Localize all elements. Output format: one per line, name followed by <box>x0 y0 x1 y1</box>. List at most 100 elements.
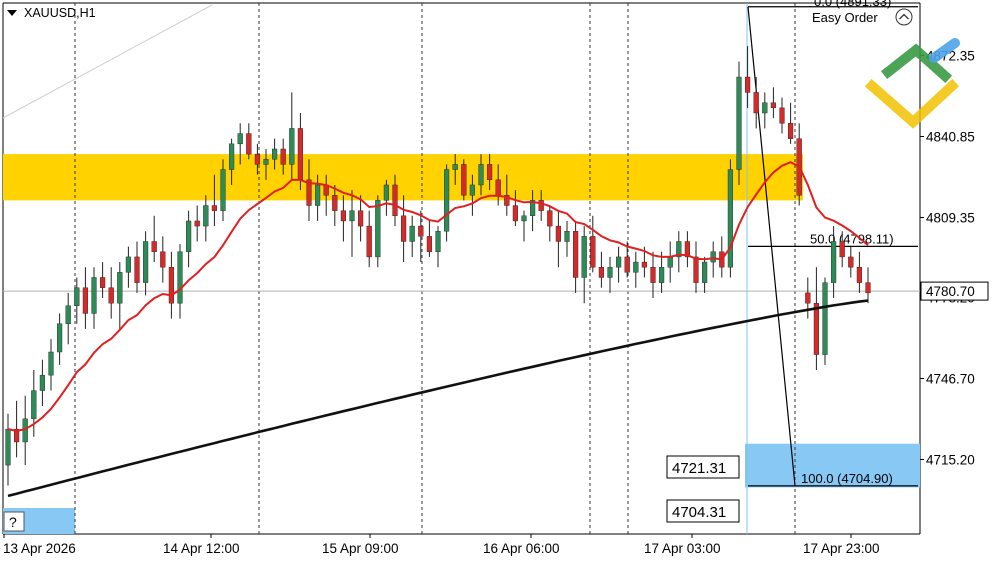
candle-body-bear <box>857 267 862 282</box>
candle-body-bull <box>74 288 79 306</box>
current-price-label: 4780.70 <box>926 284 975 299</box>
candle-body-bear <box>135 257 140 283</box>
candle-body-bear <box>788 123 793 138</box>
candle-body-bull <box>831 242 836 283</box>
candle-body-bear <box>848 257 853 267</box>
candle-body-bear <box>547 211 552 226</box>
fib-label-bottom: 100.0 (4704.90) <box>801 471 893 486</box>
candle-body-bull <box>823 283 828 355</box>
candle-body-bull <box>384 185 389 200</box>
candle-body-bear <box>694 257 699 283</box>
candle-body-bear <box>487 164 492 179</box>
candle-body-bear <box>814 303 819 354</box>
candle-body-bull <box>221 170 226 211</box>
price-tick-label: 4746.70 <box>926 371 975 386</box>
candle-body-bear <box>83 288 88 314</box>
candle-body-bear <box>539 200 544 210</box>
candle-body-bear <box>246 134 251 155</box>
candle-body-bull <box>289 128 294 164</box>
candle-body-bull <box>92 277 97 313</box>
help-badge-group[interactable]: ? <box>4 512 24 531</box>
candle-body-bull <box>315 185 320 206</box>
candle-body-bull <box>762 103 767 113</box>
time-tick-label: 17 Apr 23:00 <box>803 541 880 556</box>
candle-body-bear <box>367 226 372 257</box>
candle-body-bear <box>625 257 630 272</box>
candle-body-bull <box>444 170 449 232</box>
candle-body-bear <box>160 252 165 267</box>
candle-body-bull <box>350 211 355 221</box>
candle-body-bull <box>582 236 587 277</box>
candle-body-bull <box>728 170 733 268</box>
candle-body-bear <box>298 128 303 179</box>
candle-body-bull <box>203 206 208 227</box>
candle-body-bear <box>745 77 750 92</box>
candle-body-bull <box>479 164 484 185</box>
candle-body-bear <box>590 236 595 267</box>
candle-body-bear <box>840 242 845 257</box>
candle-body-bear <box>195 221 200 226</box>
time-tick-label: 14 Apr 12:00 <box>163 541 240 556</box>
time-tick-label: 16 Apr 06:00 <box>483 541 560 556</box>
candle-body-bull <box>616 257 621 267</box>
candle-body-bear <box>496 180 501 195</box>
candle <box>737 62 742 185</box>
candle-body-bull <box>57 324 62 352</box>
price-tick-label: 4715.20 <box>926 452 975 467</box>
candle-body-bull <box>49 352 54 375</box>
symbol-title: XAUUSD,H1 <box>24 6 96 20</box>
candle-body-bull <box>264 159 269 164</box>
price-tag-4704-text: 4704.31 <box>672 504 726 521</box>
easy-order-label[interactable]: Easy Order <box>812 10 878 25</box>
candle-body-bull <box>608 267 613 277</box>
help-badge-text: ? <box>9 514 17 530</box>
candle-body-bull <box>410 226 415 241</box>
candle-body-bull <box>522 216 527 221</box>
candle-body-bull <box>668 257 673 267</box>
candle-body-bear <box>281 149 286 164</box>
candle-body-bear <box>169 267 174 303</box>
candle-body-bull <box>711 252 716 262</box>
candle-body-bull <box>6 429 11 465</box>
time-tick-label: 15 Apr 09:00 <box>322 541 399 556</box>
candle-body-bear <box>255 154 260 164</box>
time-tick-label: 17 Apr 03:00 <box>644 541 721 556</box>
candle-body-bear <box>780 108 785 123</box>
candle-body-bull <box>737 77 742 170</box>
candle-body-bull <box>238 134 243 144</box>
candle-body-bear <box>358 211 363 226</box>
candle-body-bear <box>427 236 432 251</box>
candle-body-bull <box>186 221 191 252</box>
time-tick-label: 13 Apr 2026 <box>3 541 76 556</box>
candle-body-bull <box>659 267 664 282</box>
candle-body-bear <box>513 206 518 221</box>
candle-body-bull <box>117 272 122 303</box>
candle-body-bear <box>754 92 759 113</box>
candle-body-bear <box>152 242 157 252</box>
candle-body-bull <box>272 149 277 159</box>
candle-body-bull <box>40 375 45 390</box>
candle <box>444 164 449 241</box>
candle-body-bull <box>565 231 570 241</box>
candle-body-bear <box>109 288 114 303</box>
candle-body-bear <box>771 103 776 108</box>
candle <box>823 277 828 364</box>
candle-body-bear <box>599 267 604 277</box>
candle-body-bull <box>31 391 36 419</box>
price-tag-4721-text: 4721.31 <box>672 460 726 477</box>
fib-label-top: 0.0 (4891.33) <box>814 0 891 9</box>
candle-body-bull <box>143 242 148 283</box>
price-tick-label: 4809.35 <box>926 210 975 225</box>
candle-body-bull <box>633 262 638 272</box>
candle-body-bull <box>470 185 475 195</box>
candle-body-bear <box>401 216 406 242</box>
candle-body-bull <box>126 257 131 272</box>
candle-body-bear <box>461 164 466 195</box>
candle-body-bull <box>178 252 183 303</box>
candle-body-bull <box>375 200 380 257</box>
price-tick-label: 4840.85 <box>926 130 975 145</box>
supply-zone[interactable] <box>3 154 803 200</box>
candle-body-bull <box>229 144 234 170</box>
